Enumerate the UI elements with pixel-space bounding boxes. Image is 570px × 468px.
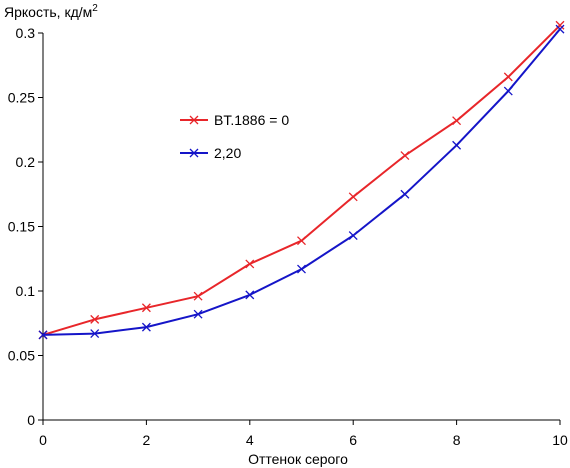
data-point-marker	[503, 72, 513, 82]
x-axis-title: Оттенок серого	[248, 451, 348, 467]
data-point-marker	[297, 236, 306, 246]
x-tick-label: 2	[143, 432, 151, 448]
legend-label: 2,20	[214, 145, 241, 161]
data-point-marker	[400, 151, 410, 161]
data-point-marker	[193, 309, 203, 319]
data-point-marker	[90, 314, 100, 324]
data-point-marker	[141, 322, 151, 332]
data-point-marker	[245, 290, 255, 300]
y-axis-title: Яркость, кд/м2	[4, 3, 98, 20]
data-point-marker	[348, 192, 358, 202]
data-point-marker	[400, 189, 410, 199]
x-tick-label: 4	[246, 432, 254, 448]
legend-item-0: BT.1886 = 0	[180, 112, 289, 128]
x-tick-label: 10	[552, 432, 568, 448]
legend: BT.1886 = 0 2,20	[180, 112, 289, 161]
series-line-0	[42, 24, 561, 336]
data-point-marker	[503, 86, 513, 96]
data-point-marker	[452, 140, 462, 150]
y-tick-label: 0.05	[8, 348, 35, 364]
data-point-marker	[141, 303, 151, 313]
x-ticks: 0 2 4 6 8 10	[39, 420, 568, 448]
data-point-marker	[38, 330, 48, 340]
legend-item-1: 2,20	[180, 145, 241, 161]
data-point-marker	[555, 20, 565, 30]
x-tick-label: 0	[39, 432, 47, 448]
data-point-marker	[193, 291, 203, 301]
data-point-marker	[348, 231, 358, 240]
legend-swatch-marker	[189, 115, 199, 125]
data-point-marker	[90, 329, 100, 339]
axes	[42, 33, 560, 421]
legend-swatch-marker	[189, 148, 199, 158]
y-tick-label: 0.2	[16, 154, 36, 170]
data-point-marker	[452, 116, 462, 126]
series-line-1	[42, 28, 561, 336]
y-tick-label: 0.1	[16, 283, 36, 299]
x-tick-label: 6	[349, 432, 357, 448]
data-point-marker	[297, 264, 306, 274]
y-tick-label: 0.15	[8, 219, 35, 235]
y-tick-label: 0.25	[8, 90, 35, 106]
legend-label: BT.1886 = 0	[214, 112, 289, 128]
y-axis-title-superscript: 2	[92, 3, 98, 14]
y-tick-label: 0	[27, 412, 35, 428]
data-point-marker	[555, 24, 565, 34]
y-ticks: 0 0.05 0.1 0.15 0.2 0.25 0.3	[8, 25, 43, 428]
y-axis-title-text: Яркость, кд/м	[4, 4, 92, 20]
x-tick-label: 8	[453, 432, 461, 448]
y-tick-label: 0.3	[16, 25, 36, 41]
data-point-marker	[245, 259, 255, 269]
series-layer	[38, 20, 565, 340]
